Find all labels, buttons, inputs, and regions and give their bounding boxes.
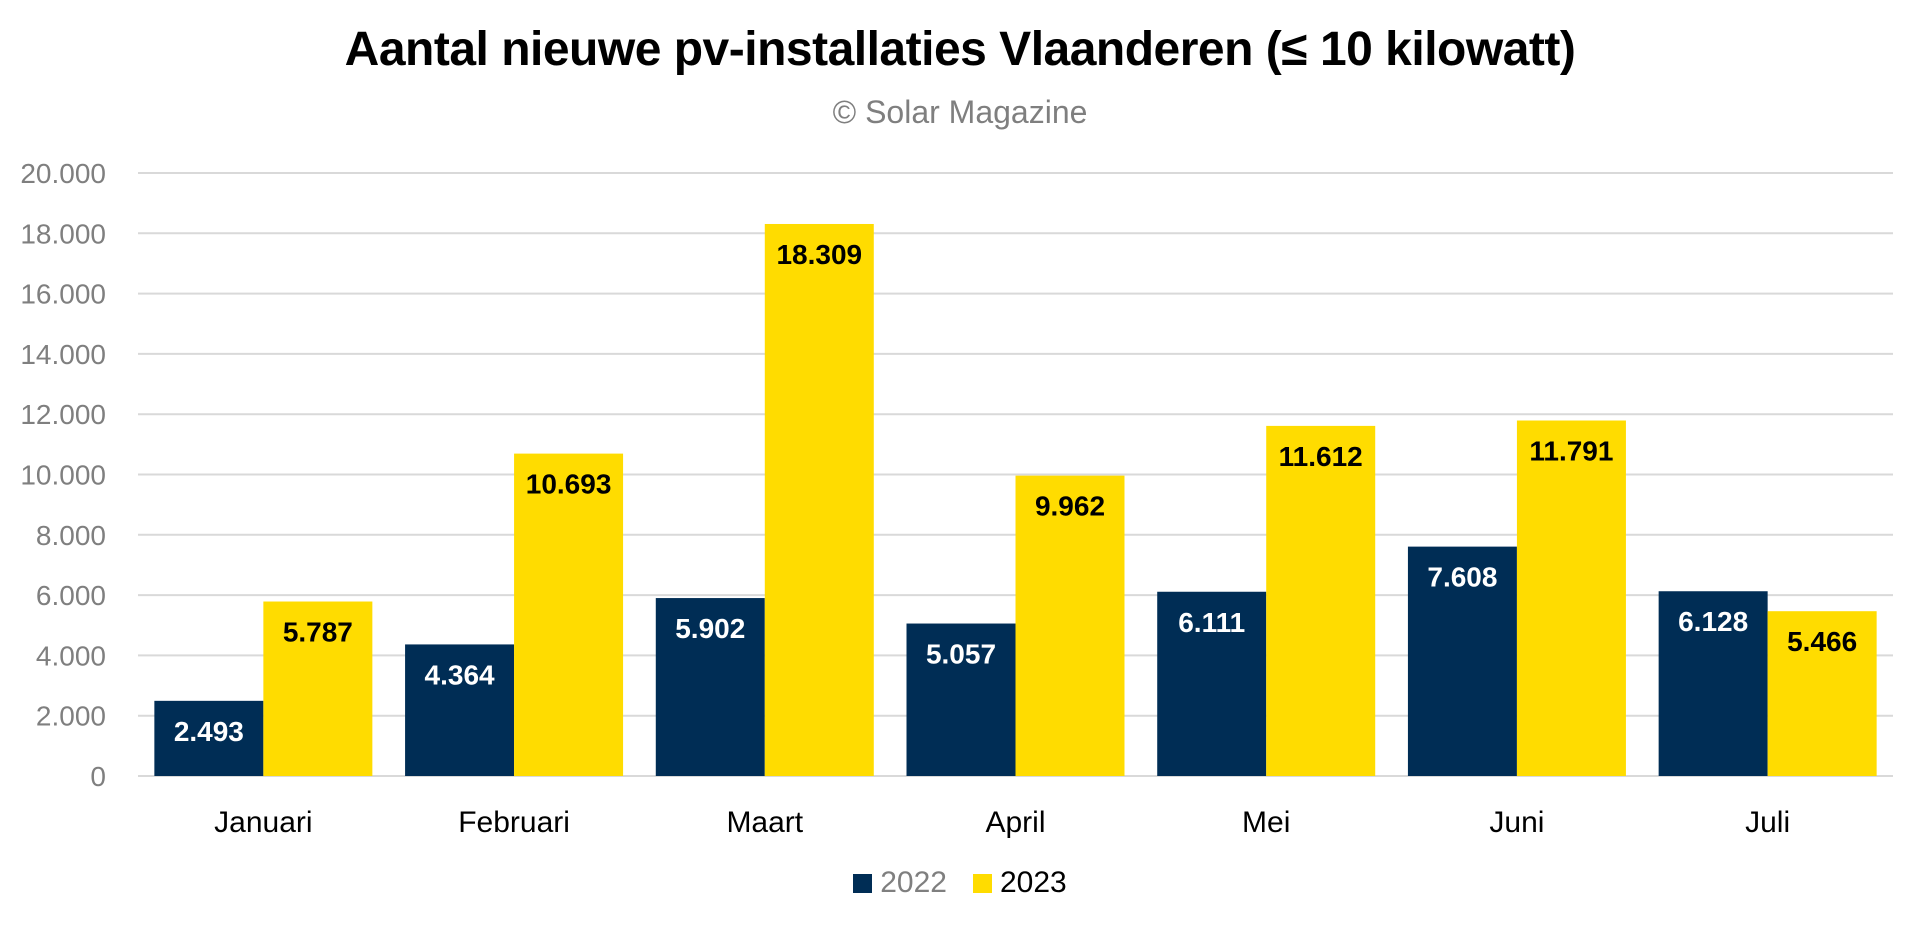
data-label: 11.791: [1529, 436, 1613, 467]
chart-title: Aantal nieuwe pv-installaties Vlaanderen…: [344, 23, 1576, 76]
x-tick-label: Juli: [1745, 806, 1790, 839]
data-label: 5.787: [283, 617, 353, 648]
bar-2023-februari[interactable]: [514, 453, 624, 776]
legend-item-2022[interactable]: 2022: [853, 866, 947, 900]
y-tick-label: 4.000: [36, 640, 106, 671]
bar-2023-maart[interactable]: [764, 223, 874, 776]
y-tick-label: 0: [90, 761, 106, 792]
y-tick-label: 18.000: [20, 218, 106, 249]
data-label: 2.493: [174, 716, 244, 747]
y-tick-label: 20.000: [20, 158, 106, 189]
bar-2022-maart[interactable]: [655, 598, 765, 776]
data-label: 9.962: [1035, 491, 1105, 522]
bar-2022-juni[interactable]: [1407, 546, 1517, 776]
x-tick-label: Mei: [1242, 806, 1290, 839]
bar-2022-januari[interactable]: [154, 700, 264, 776]
bar-2023-mei[interactable]: [1266, 425, 1376, 776]
bar-2023-april[interactable]: [1015, 475, 1125, 776]
x-tick-label: April: [985, 806, 1045, 839]
y-axis: 0 2.000 4.000 6.000 8.000 10.000 12.000 14.000 1…: [20, 158, 106, 792]
legend-label-2022: 2022: [880, 866, 947, 899]
legend-swatch-2022: [853, 873, 873, 893]
chart-subtitle: © Solar Magazine: [832, 94, 1088, 130]
legend: 2022 2023: [0, 866, 1920, 900]
bar-2023-juni[interactable]: [1516, 420, 1626, 776]
bar-2022-februari[interactable]: [405, 644, 515, 776]
bar-2022-mei[interactable]: [1157, 591, 1267, 776]
x-axis: Januari Februari Maart April Mei Juni Juli: [214, 806, 1790, 839]
data-label: 5.902: [675, 613, 745, 644]
data-label: 6.128: [1678, 606, 1748, 637]
y-tick-label: 10.000: [20, 460, 106, 491]
y-tick-label: 14.000: [20, 339, 106, 370]
bar-2022-juli[interactable]: [1658, 591, 1768, 776]
x-tick-label: Januari: [214, 806, 312, 839]
bar-2023-juli[interactable]: [1767, 611, 1877, 776]
x-tick-label: Februari: [458, 806, 570, 839]
y-tick-label: 8.000: [36, 520, 106, 551]
x-tick-label: Maart: [726, 806, 803, 839]
bar-2022-april[interactable]: [906, 623, 1016, 776]
x-tick-label: Juni: [1489, 806, 1544, 839]
legend-label-2023: 2023: [1000, 866, 1067, 899]
bar-2023-januari[interactable]: [263, 601, 373, 776]
data-label: 18.309: [776, 239, 862, 270]
y-tick-label: 6.000: [36, 580, 106, 611]
data-label: 7.608: [1427, 562, 1497, 593]
data-label: 5.466: [1787, 626, 1857, 657]
legend-item-2023[interactable]: 2023: [973, 866, 1067, 900]
y-tick-label: 12.000: [20, 399, 106, 430]
y-tick-label: 16.000: [20, 279, 106, 310]
data-label: 5.057: [926, 639, 996, 670]
data-label: 6.111: [1178, 607, 1245, 638]
bars: [154, 223, 1877, 776]
data-labels: 2.493 5.787 4.364 10.693 5.902 18.309 5.057 9.9…: [174, 239, 1857, 747]
y-tick-label: 2.000: [36, 701, 106, 732]
data-label: 10.693: [526, 469, 612, 500]
data-label: 11.612: [1279, 441, 1363, 472]
data-label: 4.364: [425, 659, 495, 690]
legend-swatch-2023: [973, 873, 992, 893]
